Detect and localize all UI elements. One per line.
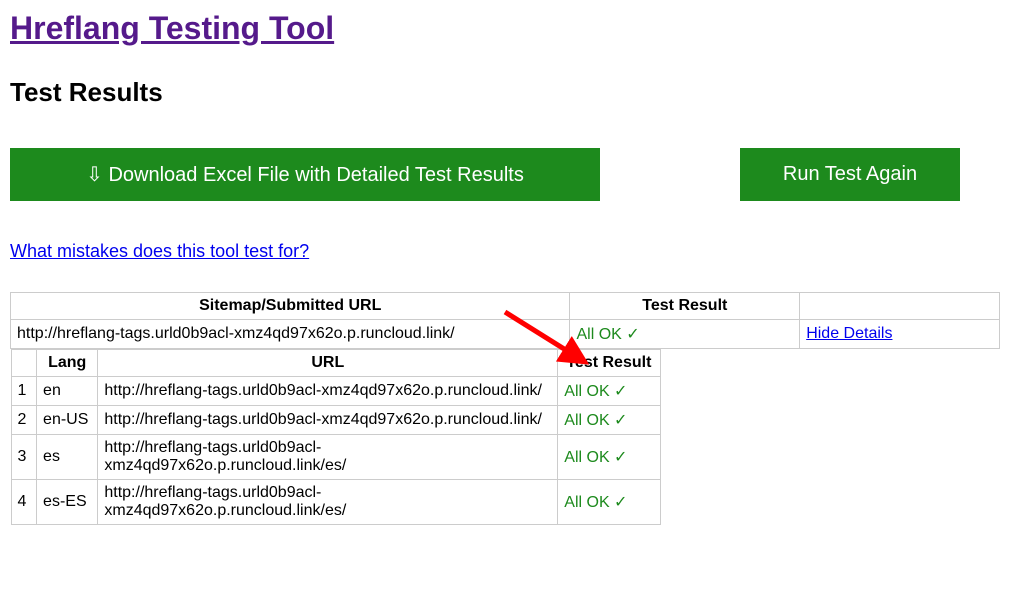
download-excel-button[interactable]: ⇩ Download Excel File with Detailed Test…	[10, 148, 600, 201]
header-url: URL	[98, 350, 558, 377]
lang-cell: es	[37, 435, 98, 480]
section-heading: Test Results	[10, 77, 1014, 108]
page-title-link[interactable]: Hreflang Testing Tool	[10, 10, 334, 47]
header-lang: Lang	[37, 350, 98, 377]
url-cell: http://hreflang-tags.urld0b9acl-xmz4qd97…	[98, 480, 558, 525]
idx-cell: 4	[11, 480, 37, 525]
outer-url-cell: http://hreflang-tags.urld0b9acl-xmz4qd97…	[11, 320, 570, 349]
ok-status: All OK ✓	[564, 412, 627, 429]
mistakes-link[interactable]: What mistakes does this tool test for?	[10, 241, 309, 262]
table-row: 4 es-ES http://hreflang-tags.urld0b9acl-…	[11, 480, 660, 525]
idx-cell: 1	[11, 377, 37, 406]
page-container: Hreflang Testing Tool Test Results ⇩ Dow…	[10, 10, 1014, 525]
lang-cell: en-US	[37, 406, 98, 435]
table-row: 3 es http://hreflang-tags.urld0b9acl-xmz…	[11, 435, 660, 480]
idx-cell: 3	[11, 435, 37, 480]
url-cell: http://hreflang-tags.urld0b9acl-xmz4qd97…	[98, 406, 558, 435]
result-cell: All OK ✓	[558, 435, 660, 480]
idx-cell: 2	[11, 406, 37, 435]
ok-status: All OK ✓	[564, 449, 627, 466]
hide-details-link[interactable]: Hide Details	[806, 325, 892, 342]
run-test-again-button[interactable]: Run Test Again	[740, 148, 960, 201]
ok-status: All OK ✓	[564, 494, 627, 511]
result-cell: All OK ✓	[558, 480, 660, 525]
arrow-icon	[490, 302, 610, 382]
button-row: ⇩ Download Excel File with Detailed Test…	[10, 148, 1014, 201]
ok-status: All OK ✓	[564, 383, 627, 400]
header-action	[800, 293, 1000, 320]
outer-action-cell: Hide Details	[800, 320, 1000, 349]
result-cell: All OK ✓	[558, 406, 660, 435]
url-cell: http://hreflang-tags.urld0b9acl-xmz4qd97…	[98, 435, 558, 480]
lang-cell: es-ES	[37, 480, 98, 525]
table-row: 2 en-US http://hreflang-tags.urld0b9acl-…	[11, 406, 660, 435]
header-idx	[11, 350, 37, 377]
url-cell: http://hreflang-tags.urld0b9acl-xmz4qd97…	[98, 377, 558, 406]
lang-cell: en	[37, 377, 98, 406]
header-sitemap: Sitemap/Submitted URL	[11, 293, 570, 320]
